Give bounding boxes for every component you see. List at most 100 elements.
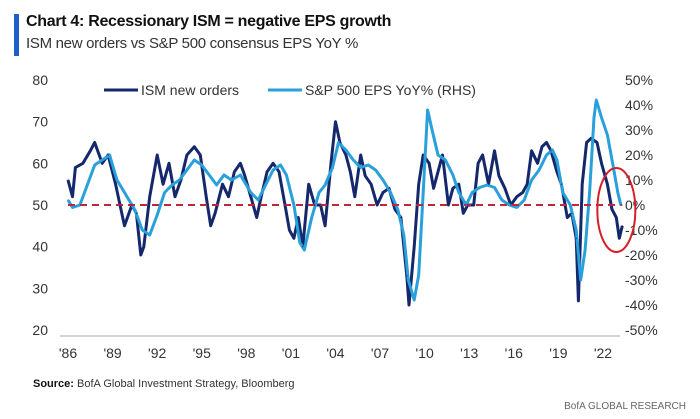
data-point-ism bbox=[135, 212, 137, 214]
data-point-ism bbox=[504, 187, 506, 189]
data-point-eps bbox=[465, 204, 467, 206]
data-point-ism bbox=[131, 204, 133, 206]
brand-footer: BofA GLOBAL RESEARCH bbox=[564, 401, 686, 412]
data-point-eps bbox=[437, 154, 439, 156]
data-point-eps bbox=[375, 169, 377, 171]
data-point-ism bbox=[221, 183, 224, 185]
data-point-ism bbox=[168, 162, 170, 164]
data-point-eps bbox=[516, 206, 518, 209]
data-point-ism bbox=[481, 154, 484, 156]
data-point-eps bbox=[403, 234, 405, 236]
data-point-ism bbox=[278, 171, 280, 173]
data-point-eps bbox=[257, 199, 259, 201]
data-point-ism bbox=[140, 254, 142, 256]
data-point-ism bbox=[210, 225, 212, 227]
data-point-ism bbox=[205, 196, 207, 198]
data-point-ism bbox=[302, 246, 304, 248]
data-point-ism bbox=[556, 171, 558, 173]
data-point-ism bbox=[308, 183, 310, 185]
data-point-ism bbox=[339, 141, 341, 144]
data-point-eps bbox=[538, 169, 540, 171]
data-point-eps bbox=[285, 174, 288, 176]
data-point-eps bbox=[471, 191, 473, 194]
data-point-eps bbox=[123, 191, 126, 194]
data-point-ism bbox=[360, 154, 362, 156]
y-left-tick-label: 50 bbox=[32, 197, 48, 213]
data-point-eps bbox=[239, 174, 241, 176]
data-point-eps bbox=[479, 186, 481, 189]
data-point-eps bbox=[331, 166, 334, 169]
data-point-ism bbox=[266, 171, 268, 173]
data-point-eps bbox=[600, 116, 603, 119]
data-point-eps bbox=[67, 199, 69, 201]
data-point-ism bbox=[550, 150, 552, 152]
x-tick-label: '01 bbox=[282, 345, 300, 361]
data-point-ism bbox=[545, 141, 548, 144]
data-point-eps bbox=[431, 129, 433, 131]
data-point-eps bbox=[486, 184, 488, 186]
data-point-eps bbox=[493, 186, 496, 189]
data-point-ism bbox=[214, 212, 216, 214]
title-accent-bar bbox=[14, 14, 19, 56]
data-point-ism bbox=[452, 187, 454, 189]
data-point-eps bbox=[569, 204, 571, 206]
data-point-eps bbox=[193, 159, 195, 161]
data-point-ism bbox=[536, 162, 539, 164]
data-point-ism bbox=[600, 162, 603, 164]
data-point-eps bbox=[345, 149, 347, 151]
data-point-eps bbox=[444, 159, 447, 161]
source-note: Source: BofA Global Investment Strategy,… bbox=[33, 378, 295, 390]
data-point-ism bbox=[119, 204, 121, 206]
y-right-tick-label: -50% bbox=[625, 322, 658, 338]
data-point-ism bbox=[260, 196, 262, 198]
data-point-ism bbox=[590, 137, 592, 139]
x-tick-label: '07 bbox=[371, 345, 389, 361]
data-point-eps bbox=[324, 184, 326, 186]
data-point-eps bbox=[337, 141, 340, 144]
data-point-ism bbox=[382, 191, 384, 194]
data-point-ism bbox=[487, 183, 490, 185]
data-point-eps bbox=[352, 159, 354, 161]
data-point-ism bbox=[566, 216, 568, 219]
y-right-tick-label: 50% bbox=[625, 72, 653, 88]
data-point-ism bbox=[376, 204, 378, 206]
x-tick-label: '13 bbox=[460, 345, 478, 361]
data-point-ism bbox=[441, 154, 444, 156]
data-point-ism bbox=[447, 204, 450, 206]
data-point-ism bbox=[293, 237, 295, 239]
data-point-eps bbox=[186, 169, 188, 171]
data-point-ism bbox=[244, 175, 246, 177]
data-point-eps bbox=[250, 191, 252, 194]
data-point-eps bbox=[382, 179, 384, 181]
data-point-eps bbox=[216, 184, 218, 186]
data-point-eps bbox=[584, 249, 586, 251]
data-point-eps bbox=[367, 164, 369, 166]
data-point-eps bbox=[562, 191, 564, 194]
data-point-ism bbox=[388, 187, 390, 189]
data-point-eps bbox=[303, 249, 305, 251]
data-point-ism bbox=[272, 162, 274, 164]
data-point-ism bbox=[394, 208, 396, 210]
y-left-tick-label: 60 bbox=[32, 155, 48, 171]
source-text: BofA Global Investment Strategy, Bloombe… bbox=[77, 378, 295, 390]
data-point-ism bbox=[250, 196, 252, 198]
series-line-sp500-eps-yoy bbox=[66, 98, 623, 302]
data-point-ism bbox=[575, 237, 577, 239]
data-point-eps bbox=[452, 174, 454, 176]
data-point-ism bbox=[437, 171, 439, 173]
data-point-eps bbox=[588, 191, 591, 194]
data-point-ism bbox=[510, 204, 512, 206]
data-point-eps bbox=[595, 99, 597, 101]
data-point-eps bbox=[311, 216, 313, 219]
data-point-eps bbox=[418, 274, 420, 276]
data-point-ism bbox=[288, 229, 291, 231]
data-point-ism bbox=[413, 246, 415, 248]
data-point-ism bbox=[349, 171, 351, 173]
data-point-ism bbox=[516, 196, 518, 198]
data-point-eps bbox=[620, 204, 622, 206]
x-tick-label: '95 bbox=[193, 345, 211, 361]
data-point-ism bbox=[577, 300, 580, 302]
data-point-ism bbox=[458, 183, 460, 185]
y-right-tick-label: 20% bbox=[625, 147, 653, 163]
